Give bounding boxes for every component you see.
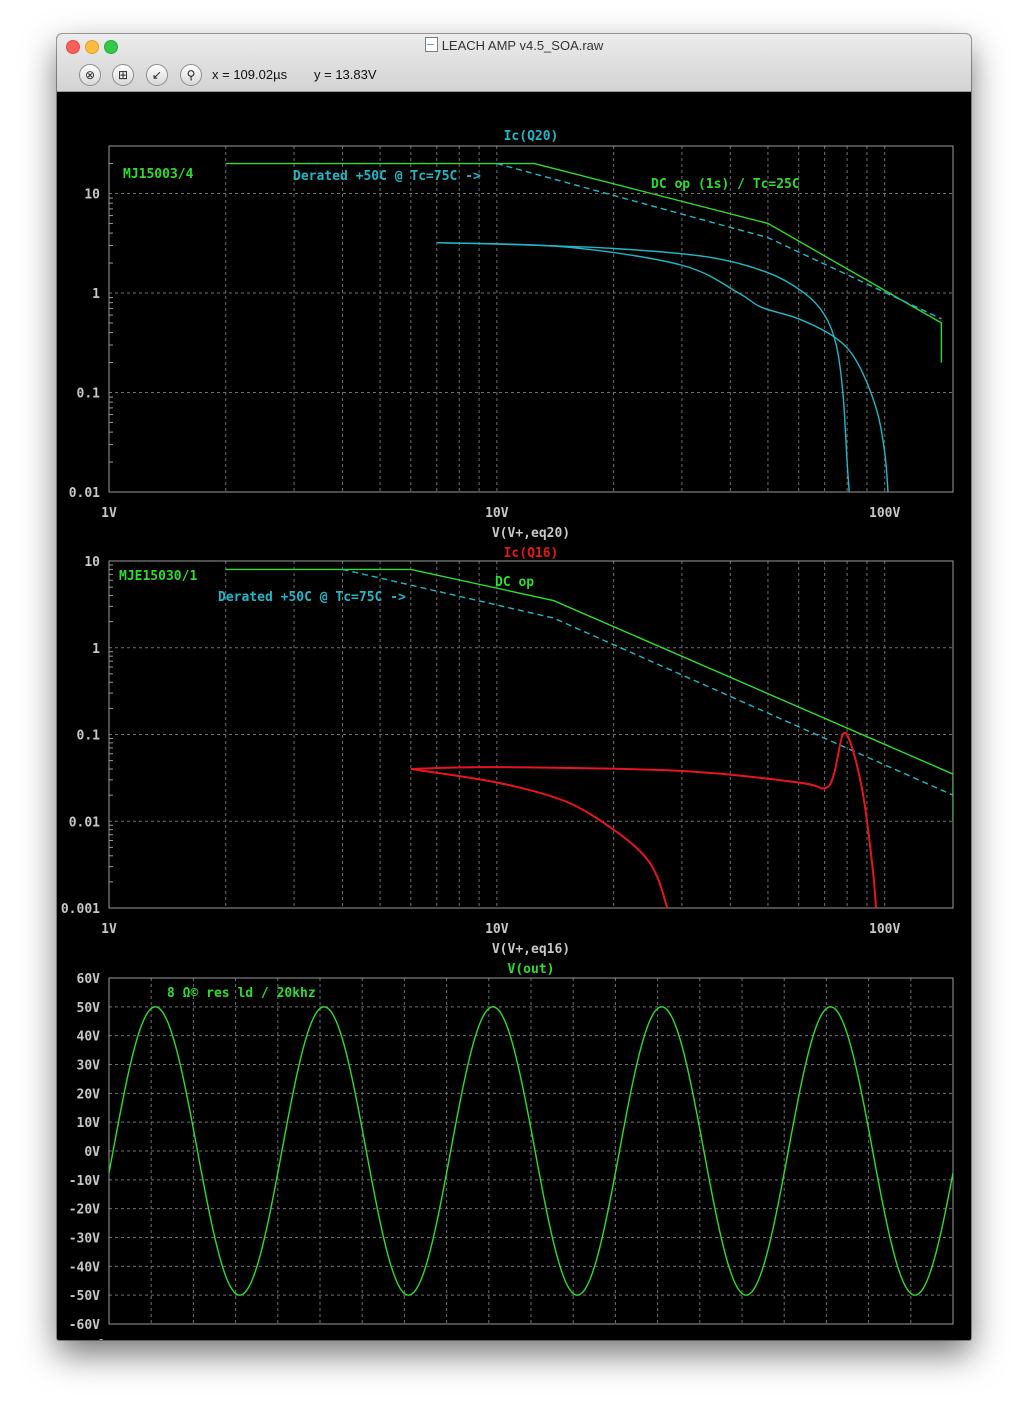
- trace-title[interactable]: Ic(Q20): [504, 129, 559, 144]
- grid: [109, 146, 953, 492]
- traces: [109, 1006, 953, 1296]
- x-tick-label: 1V: [101, 922, 117, 937]
- plot-panel-1[interactable]: 0.01 0.1 1 10 1V 10V 100V V(V+,eq20) Ic(Q20) MJ15…: [69, 129, 954, 541]
- traces: [225, 162, 943, 492]
- plot-annotation: Derated +50C @ Tc=75C ->: [293, 169, 481, 184]
- y-tick-label: 50V: [77, 1001, 101, 1016]
- autorange-button[interactable]: ⊞: [112, 64, 134, 86]
- trace-cyan-3: [436, 242, 850, 492]
- y-tick-label: 1: [92, 287, 100, 302]
- zoom-window-button[interactable]: [104, 40, 118, 54]
- trace-title[interactable]: V(out): [508, 962, 555, 977]
- y-tick-label: -20V: [69, 1203, 100, 1218]
- cursor-y-readout: y = 13.83V: [314, 67, 377, 82]
- x-tick-label: 10V: [485, 922, 509, 937]
- trace-green-1: [225, 162, 943, 363]
- plot-annotation: MJ15003/4: [123, 167, 194, 182]
- close-window-button[interactable]: [66, 40, 80, 54]
- y-tick-label: 0.001: [61, 902, 100, 917]
- plot-frame: [108, 560, 954, 909]
- y-tick-label: 10: [84, 187, 100, 202]
- autorange-icon: ⊞: [117, 68, 129, 82]
- waveform-file-icon: [424, 37, 438, 52]
- y-tick-label: 40V: [77, 1030, 101, 1045]
- x-tick-label: 100V: [869, 922, 900, 937]
- x-axis-label: V(V+,eq20): [492, 526, 570, 541]
- y-tick-label: -30V: [69, 1232, 100, 1247]
- traces: [225, 568, 953, 908]
- y-tick-label: 60V: [77, 972, 101, 987]
- trace-cyan-2: [342, 568, 953, 796]
- y-tick-label: 20V: [77, 1087, 101, 1102]
- plot-annotation: DC op (1s) / Tc=25C: [651, 177, 800, 192]
- y-tick-label: -10V: [69, 1174, 100, 1189]
- y-tick-label: 0.01: [69, 486, 100, 501]
- y-tick-label: 0V: [84, 1145, 100, 1160]
- trace-green-1: [109, 1006, 953, 1296]
- grid: [109, 978, 953, 1324]
- grid: [109, 561, 953, 908]
- x-tick-label: 10V: [485, 506, 509, 521]
- trace-title[interactable]: Ic(Q16): [504, 546, 559, 561]
- y-tick-label: 1: [92, 642, 100, 657]
- y-tick-label: 30V: [77, 1059, 101, 1074]
- cursor-x-readout: x = 109.02µs: [212, 67, 288, 82]
- x-tick-label: 100V: [869, 506, 900, 521]
- magnifier-cancel-icon: ⊗: [84, 68, 96, 82]
- add-trace-button[interactable]: ⚲: [180, 64, 202, 86]
- y-tick-label: -60V: [69, 1318, 100, 1333]
- trace-green-1: [225, 568, 953, 822]
- plot-frame: [108, 977, 954, 1325]
- y-tick-label: 0.1: [77, 386, 101, 401]
- zoom-back-button[interactable]: ↙: [146, 64, 168, 86]
- x-axis-label: V(V+,eq16): [492, 942, 570, 957]
- plot-panel-3[interactable]: 60V 50V 40V 30V 20V 10V 0V -10V -20V -30V -40V -50V…: [69, 962, 954, 1340]
- y-tick-label: -40V: [69, 1260, 100, 1275]
- title-bar[interactable]: LEACH AMP v4.5_SOA.raw ⊗ ⊞ ↙ ⚲ x = 109.0…: [57, 34, 971, 92]
- plot-panel-2[interactable]: 0.001 0.01 0.1 1 10 1V 10V 100V V(V+,eq16) Ic(Q16…: [61, 546, 954, 957]
- x-tick-label: 0µs: [97, 1338, 120, 1340]
- window-title: LEACH AMP v4.5_SOA.raw: [441, 38, 604, 53]
- y-tick-label: 10V: [77, 1116, 101, 1131]
- window-title-area: LEACH AMP v4.5_SOA.raw: [57, 37, 971, 53]
- y-tick-label: 10: [84, 555, 100, 570]
- plot-annotation: MJE15030/1: [119, 569, 197, 584]
- minimize-window-button[interactable]: [85, 40, 99, 54]
- trace-red-3: [410, 731, 878, 908]
- zoom-back-icon: ↙: [151, 68, 163, 82]
- plot-frame: [108, 145, 954, 493]
- trace-cyan-4: [436, 242, 889, 492]
- probe-icon: ⚲: [186, 68, 196, 82]
- waveform-viewer[interactable]: 0.01 0.1 1 10 1V 10V 100V V(V+,eq20) Ic(Q20) MJ15…: [57, 91, 971, 1340]
- plot-annotation: 8 Ω© res ld / 20khz: [167, 986, 316, 1001]
- zoom-area-button[interactable]: ⊗: [79, 64, 101, 86]
- app-window: LEACH AMP v4.5_SOA.raw ⊗ ⊞ ↙ ⚲ x = 109.0…: [57, 34, 971, 1340]
- plot-annotation: Derated +50C @ Tc=75C ->: [218, 590, 406, 605]
- y-tick-label: -50V: [69, 1289, 100, 1304]
- y-tick-label: 0.01: [69, 815, 100, 830]
- x-tick-label: 1V: [101, 506, 117, 521]
- trace-cyan-2: [496, 162, 942, 320]
- plot-annotation: DC op: [495, 575, 534, 590]
- trace-red-4: [410, 768, 669, 908]
- y-tick-label: 0.1: [77, 729, 101, 744]
